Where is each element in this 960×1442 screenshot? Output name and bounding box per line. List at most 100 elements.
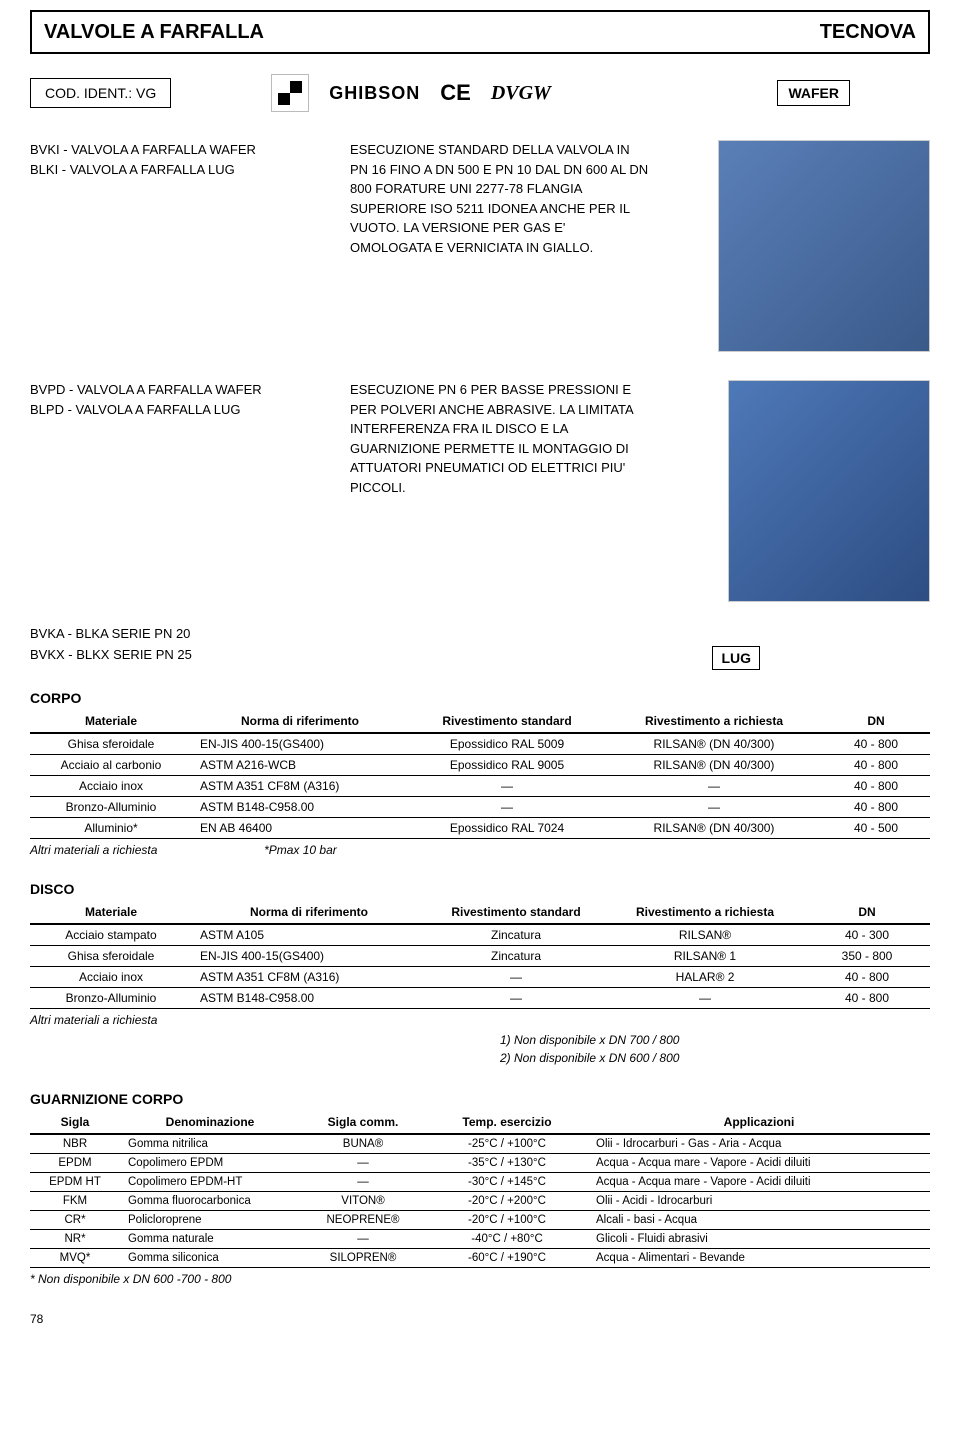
col-header: Sigla	[30, 1111, 120, 1134]
table-cell: EN-JIS 400-15(GS400)	[192, 733, 408, 755]
col-header: Norma di riferimento	[192, 710, 408, 733]
table-row: MVQ*Gomma siliconicaSILOPREN®-60°C / +19…	[30, 1248, 930, 1267]
table-cell: —	[426, 966, 606, 987]
table-cell: 40 - 800	[822, 796, 930, 817]
table-cell: Acciaio inox	[30, 775, 192, 796]
table-row: Alluminio*EN AB 46400Epossidico RAL 7024…	[30, 817, 930, 838]
table-cell: BUNA®	[300, 1134, 426, 1154]
header-bar: VALVOLE A FARFALLA TECNOVA	[30, 10, 930, 54]
table-cell: 40 - 800	[804, 966, 930, 987]
table-cell: EN-JIS 400-15(GS400)	[192, 945, 426, 966]
lug-label-box: LUG	[712, 646, 760, 670]
disco-note-1: 1) Non disponibile x DN 700 / 800	[500, 1033, 679, 1047]
disco-notes: 1) Non disponibile x DN 700 / 800 2) Non…	[30, 1031, 930, 1067]
logo-row: COD. IDENT.: VG GHIBSON CE DVGW WAFER	[30, 74, 930, 112]
table-cell: Acciaio stampato	[30, 924, 192, 946]
table-cell: 40 - 500	[822, 817, 930, 838]
table-cell: Acciaio inox	[30, 966, 192, 987]
col-header: Rivestimento standard	[408, 710, 606, 733]
table-cell: —	[606, 775, 822, 796]
table-cell: RILSAN® 1	[606, 945, 804, 966]
table-cell: RILSAN® (DN 40/300)	[606, 733, 822, 755]
table-cell: Gomma siliconica	[120, 1248, 300, 1267]
table-cell: 40 - 800	[822, 775, 930, 796]
table-cell: —	[300, 1229, 426, 1248]
table-row: NR*Gomma naturale—-40°C / +80°CGlicoli -…	[30, 1229, 930, 1248]
ghibson-logo-icon	[271, 74, 309, 112]
table-cell: Bronzo-Alluminio	[30, 796, 192, 817]
table-row: Ghisa sferoidaleEN-JIS 400-15(GS400)Epos…	[30, 733, 930, 755]
table-cell: Epossidico RAL 7024	[408, 817, 606, 838]
table-cell: -25°C / +100°C	[426, 1134, 588, 1154]
disco-title: DISCO	[30, 881, 930, 897]
table-cell: -35°C / +130°C	[426, 1153, 588, 1172]
table-cell: EPDM	[30, 1153, 120, 1172]
table-cell: Policloroprene	[120, 1210, 300, 1229]
corpo-foot-2: *Pmax 10 bar	[264, 843, 337, 857]
table-cell: Zincatura	[426, 945, 606, 966]
table-cell: RILSAN® (DN 40/300)	[606, 817, 822, 838]
table-row: Ghisa sferoidaleEN-JIS 400-15(GS400)Zinc…	[30, 945, 930, 966]
table-cell: RILSAN® (DN 40/300)	[606, 754, 822, 775]
col-header: Temp. esercizio	[426, 1111, 588, 1134]
corpo-foot-1: Altri materiali a richiesta	[30, 843, 157, 857]
series-list: BVKA - BLKA SERIE PN 20 BVKX - BLKX SERI…	[30, 624, 192, 666]
table-cell: Glicoli - Fluidi abrasivi	[588, 1229, 930, 1248]
col-header: Norma di riferimento	[192, 901, 426, 924]
block1-description: ESECUZIONE STANDARD DELLA VALVOLA IN PN …	[350, 140, 650, 352]
table-row: EPDMCopolimero EPDM—-35°C / +130°CAcqua …	[30, 1153, 930, 1172]
table-cell: ASTM A105	[192, 924, 426, 946]
table-cell: ASTM B148-C958.00	[192, 987, 426, 1008]
table-cell: Alcali - basi - Acqua	[588, 1210, 930, 1229]
table-cell: 40 - 800	[822, 754, 930, 775]
corpo-foot: Altri materiali a richiesta *Pmax 10 bar	[30, 843, 930, 857]
table-row: CR*PolicloropreneNEOPRENE®-20°C / +100°C…	[30, 1210, 930, 1229]
table-cell: 40 - 800	[804, 987, 930, 1008]
table-row: NBRGomma nitrilicaBUNA®-25°C / +100°COli…	[30, 1134, 930, 1154]
table-cell: -30°C / +145°C	[426, 1172, 588, 1191]
disco-foot-left: Altri materiali a richiesta	[30, 1013, 930, 1027]
table-cell: ASTM A351 CF8M (A316)	[192, 966, 426, 987]
table-cell: —	[300, 1153, 426, 1172]
table-row: Bronzo-AlluminioASTM B148-C958.00——40 - …	[30, 796, 930, 817]
table-cell: MVQ*	[30, 1248, 120, 1267]
table-cell: HALAR® 2	[606, 966, 804, 987]
table-cell: —	[300, 1172, 426, 1191]
table-cell: VITON®	[300, 1191, 426, 1210]
table-cell: Ghisa sferoidale	[30, 733, 192, 755]
table-cell: EN AB 46400	[192, 817, 408, 838]
table-cell: —	[606, 987, 804, 1008]
dvgw-mark-icon: DVGW	[491, 82, 551, 105]
header-right: TECNOVA	[820, 21, 916, 44]
col-header: DN	[822, 710, 930, 733]
table-cell: —	[606, 796, 822, 817]
table-cell: NR*	[30, 1229, 120, 1248]
table-cell: Acciaio al carbonio	[30, 754, 192, 775]
block2-description: ESECUZIONE PN 6 PER BASSE PRESSIONI E PE…	[350, 380, 650, 602]
table-cell: Gomma nitrilica	[120, 1134, 300, 1154]
table-cell: ASTM A216-WCB	[192, 754, 408, 775]
table-cell: Gomma naturale	[120, 1229, 300, 1248]
table-cell: Alluminio*	[30, 817, 192, 838]
product-wafer-image	[718, 140, 930, 352]
table-cell: ASTM B148-C958.00	[192, 796, 408, 817]
table-cell: EPDM HT	[30, 1172, 120, 1191]
table-cell: -40°C / +80°C	[426, 1229, 588, 1248]
col-header: Rivestimento a richiesta	[606, 901, 804, 924]
col-header: Denominazione	[120, 1111, 300, 1134]
table-row: Acciaio inoxASTM A351 CF8M (A316)—HALAR®…	[30, 966, 930, 987]
table-cell: -20°C / +200°C	[426, 1191, 588, 1210]
guarnizione-foot: * Non disponibile x DN 600 -700 - 800	[30, 1272, 930, 1286]
table-cell: NBR	[30, 1134, 120, 1154]
table-cell: —	[408, 775, 606, 796]
table-cell: Epossidico RAL 5009	[408, 733, 606, 755]
table-cell: Gomma fluorocarbonica	[120, 1191, 300, 1210]
disco-note-2: 2) Non disponibile x DN 600 / 800	[500, 1051, 679, 1065]
corpo-table: MaterialeNorma di riferimentoRivestiment…	[30, 710, 930, 839]
table-cell: Olii - Acidi - Idrocarburi	[588, 1191, 930, 1210]
table-cell: Epossidico RAL 9005	[408, 754, 606, 775]
table-cell: -60°C / +190°C	[426, 1248, 588, 1267]
table-row: FKMGomma fluorocarbonicaVITON®-20°C / +2…	[30, 1191, 930, 1210]
header-left: VALVOLE A FARFALLA	[44, 21, 264, 44]
table-cell: Zincatura	[426, 924, 606, 946]
